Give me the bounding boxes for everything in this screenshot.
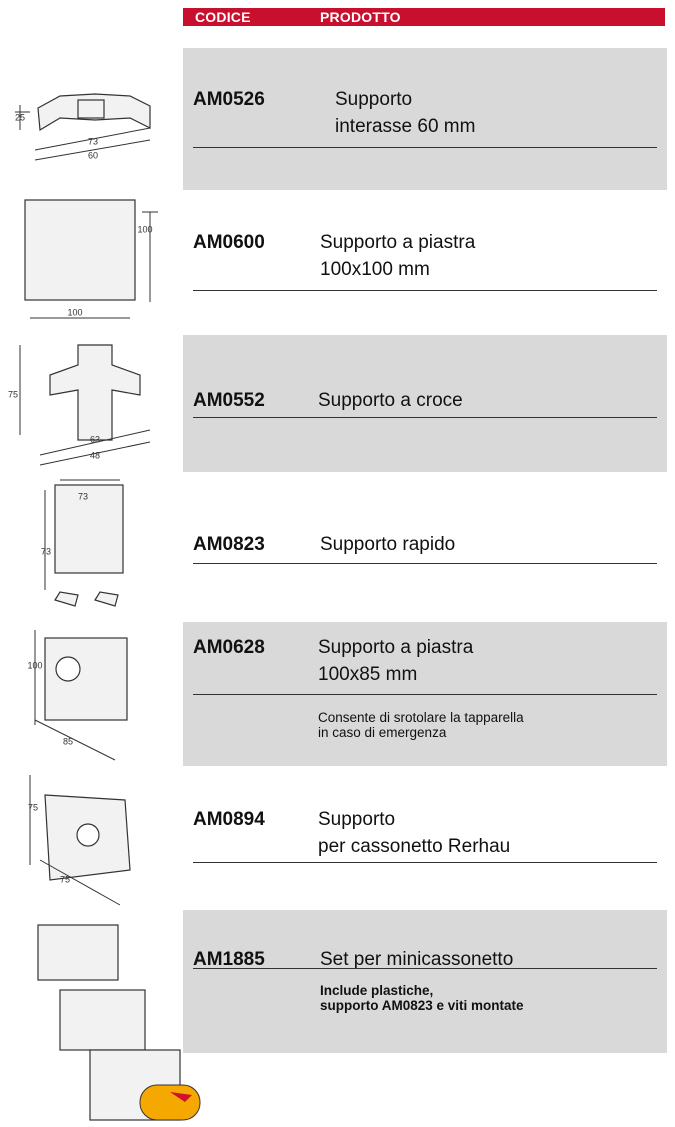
product-code: AM0526 bbox=[193, 89, 265, 110]
product-name: per cassonetto Rerhau bbox=[318, 836, 511, 857]
product-name: interasse 60 mm bbox=[335, 116, 476, 137]
product-code: AM0823 bbox=[193, 534, 265, 555]
product-name: Supporto bbox=[318, 809, 396, 830]
dimension-label: 85 bbox=[63, 736, 73, 746]
divider bbox=[193, 290, 657, 291]
dimension-label: 75 bbox=[8, 389, 18, 399]
product-code: AM1885 bbox=[193, 949, 265, 970]
product-name: 100x85 mm bbox=[318, 664, 418, 685]
divider bbox=[193, 968, 657, 969]
product-name: Supporto a croce bbox=[318, 390, 463, 411]
dimension-label: 100 bbox=[67, 307, 82, 317]
product-note: Consente di srotolare la tapparella bbox=[318, 710, 524, 725]
divider bbox=[193, 563, 657, 564]
divider bbox=[193, 694, 657, 695]
dimension-label: 100 bbox=[27, 660, 42, 670]
dimension-label: 73 bbox=[78, 491, 88, 501]
dimension-label: 73 bbox=[41, 546, 51, 556]
product-code: AM0552 bbox=[193, 390, 265, 411]
product-name: 100x100 mm bbox=[320, 259, 430, 280]
product-note: Include plastiche, bbox=[320, 983, 434, 998]
product-code: AM0628 bbox=[193, 637, 265, 658]
header-bar: CODICE PRODOTTO bbox=[183, 8, 665, 26]
product-name: Supporto a piastra bbox=[320, 232, 476, 253]
dimension-label: 63 bbox=[90, 434, 100, 444]
dimension-label: 60 bbox=[88, 150, 98, 160]
product-name: Set per minicassonetto bbox=[320, 949, 514, 970]
product-name: Supporto rapido bbox=[320, 534, 456, 555]
dimension-label: 48 bbox=[90, 450, 100, 460]
dimension-label: 73 bbox=[88, 136, 98, 146]
header-product: PRODOTTO bbox=[320, 9, 401, 25]
product-note: in caso di emergenza bbox=[318, 725, 447, 740]
product-code: AM0894 bbox=[193, 809, 265, 830]
divider bbox=[193, 862, 657, 863]
dimension-label: 100 bbox=[137, 224, 152, 234]
product-note: supporto AM0823 e viti montate bbox=[320, 998, 524, 1013]
divider bbox=[193, 417, 657, 418]
product-code: AM0600 bbox=[193, 232, 265, 253]
dimension-label: 75 bbox=[28, 802, 38, 812]
dimension-label: 25 bbox=[15, 112, 25, 122]
dimension-label: 75 bbox=[60, 874, 70, 884]
product-name: Supporto bbox=[335, 89, 413, 110]
product-name: Supporto a piastra bbox=[318, 637, 474, 658]
header-code: CODICE bbox=[195, 9, 251, 25]
divider bbox=[193, 147, 657, 148]
